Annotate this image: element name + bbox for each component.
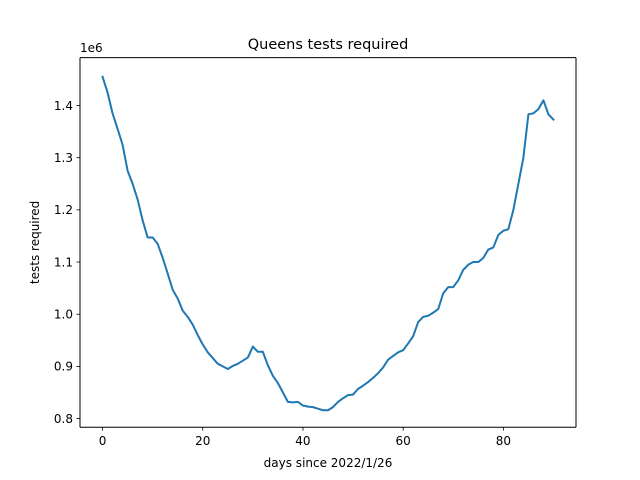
plot-area (80, 57, 576, 428)
x-tick-label: 40 (295, 434, 310, 448)
y-tick-label: 1.4 (54, 99, 73, 113)
y-tick-label: 1.1 (54, 255, 73, 269)
x-axis-ticks: 0 20 40 60 80 (99, 427, 511, 448)
y-axis-ticks: 0.8 0.9 1.0 1.1 1.2 1.3 1.4 (54, 99, 80, 426)
chart-title: Queens tests required (248, 37, 409, 53)
y-tick-label: 1.3 (54, 151, 73, 165)
x-tick-label: 0 (99, 434, 107, 448)
x-tick-label: 80 (496, 434, 511, 448)
x-tick-label: 20 (195, 434, 210, 448)
y-tick-label: 1.2 (54, 203, 73, 217)
series-line-0 (101, 75, 555, 412)
y-tick-label: 0.8 (54, 412, 73, 426)
x-axis-label: days since 2022/1/26 (264, 456, 393, 470)
y-axis-label: tests required (28, 201, 42, 284)
series-layer (101, 75, 555, 412)
y-tick-label: 0.9 (54, 360, 73, 374)
y-axis-offset-label: 1e6 (80, 41, 103, 55)
x-tick-label: 60 (396, 434, 411, 448)
axes-frame (79, 57, 577, 428)
y-tick-label: 1.0 (54, 308, 73, 322)
